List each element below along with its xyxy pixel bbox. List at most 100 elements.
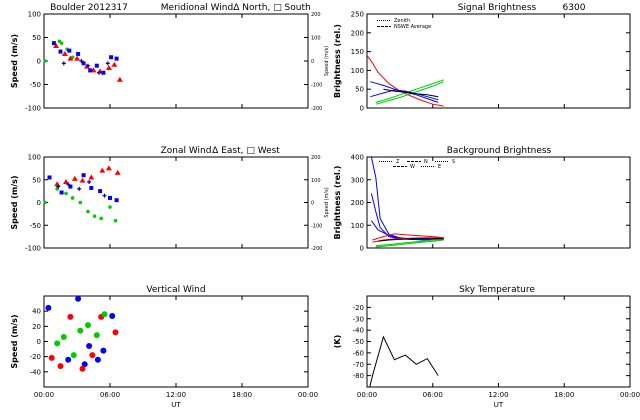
data-point-meridional-South: [81, 61, 86, 66]
y-tick-label-sky: -60: [353, 349, 364, 357]
y-tick-label-signal: 0: [360, 105, 364, 113]
data-point-zonal-Zenith: [86, 209, 90, 214]
plot-title-right-zonal: Δ East, □ West: [212, 146, 280, 156]
y-axis-label-right-zonal: Speed (m/s): [324, 187, 330, 217]
data-point-zonal-Zenith: [113, 218, 118, 223]
data-point-vertical-Green: [54, 340, 61, 347]
data-point-vertical-Blue: [109, 313, 116, 320]
data-point-meridional-North: [61, 50, 68, 56]
data-point-zonal-East: [105, 165, 112, 171]
x-tick-label-vertical: 12:00: [166, 391, 186, 399]
y-tick-label-sky: -30: [353, 315, 364, 323]
data-point-meridional-North: [67, 55, 74, 61]
plot-frame-background: [366, 156, 631, 249]
data-point-zonal-Zenith: [108, 205, 112, 209]
y-tick-label-sky: -50: [353, 338, 364, 346]
legend-label-background: N: [424, 159, 428, 165]
x-tick-label-sky: 12:00: [488, 391, 508, 399]
data-point-vertical-Green: [85, 322, 91, 329]
data-point-meridional-Other: [97, 70, 101, 75]
x-tick-label-vertical: 06:00: [100, 391, 120, 399]
y-tick-label-zonal: 100: [28, 154, 41, 162]
data-point-zonal-Other: [87, 180, 92, 185]
plot-frame-zonal: [43, 156, 309, 249]
series-line-signal-Black: [383, 88, 439, 98]
data-point-vertical-Green: [93, 332, 100, 339]
data-point-zonal-West: [98, 189, 103, 194]
data-point-meridional-South: [51, 41, 56, 46]
legend-label-signal: Zenith: [394, 18, 410, 24]
data-point-vertical-Red: [57, 363, 64, 370]
series-line-background-Green1: [375, 238, 444, 247]
y-tick-label-meridional: -100: [25, 105, 41, 113]
y-axis-label-signal: Brightness (rel.): [333, 24, 342, 98]
series-line-background-Blue2: [370, 193, 444, 241]
plot-title-background: Background Brightness: [447, 146, 552, 156]
y-tick-label-meridional: -50: [30, 81, 41, 89]
x-tick-label-sky: 00:00: [357, 391, 377, 399]
legend-label-background: S: [452, 159, 455, 165]
data-point-zonal-East: [63, 179, 69, 185]
data-point-zonal-Other: [66, 182, 71, 187]
y-axis-label-zonal: Speed (m/s): [10, 175, 19, 229]
data-point-vertical-Blue: [86, 343, 93, 350]
y-tick-label-signal: 150: [351, 48, 364, 56]
plot-frame-meridional: [43, 13, 309, 109]
x-axis-label-vertical: UT: [171, 401, 181, 409]
plot-title-zonal: Zonal Wind: [161, 146, 212, 156]
y-tick-label-sky: -80: [353, 372, 364, 380]
y-tick-label-zonal: 50: [32, 176, 41, 184]
y-tick-label-vertical: 0: [37, 338, 41, 346]
y-tick-label-zonal: -100: [25, 245, 41, 253]
plot-title-meridional: Meridional Wind: [161, 3, 233, 13]
y-tick-label-sky: -20: [353, 304, 364, 312]
y-axis-label-meridional: Speed (m/s): [10, 34, 19, 88]
y-tick-label-vertical: 40: [32, 308, 41, 316]
data-point-meridional-Other: [86, 63, 90, 68]
y-tick-label-right-meridional: 100: [311, 36, 321, 42]
y-tick-label-right-zonal: -100: [311, 223, 322, 229]
data-point-zonal-Zenith: [78, 200, 83, 205]
y-tick-label-meridional: 50: [32, 34, 41, 42]
data-point-vertical-Green: [77, 327, 84, 334]
data-point-vertical-Red: [48, 354, 55, 361]
legend-label-signal: NSWE Average: [394, 24, 431, 30]
plot-frame-sky: [366, 295, 631, 388]
y-tick-label-sky: -70: [353, 361, 364, 369]
y-tick-label-sky: -40: [353, 327, 364, 335]
data-point-meridional-Other: [79, 59, 84, 63]
series-line-background-Black: [377, 237, 444, 242]
y-axis-label-vertical: Speed (m/s): [10, 314, 19, 368]
data-point-zonal-West: [108, 195, 112, 200]
x-tick-label-vertical: 00:00: [34, 391, 54, 399]
y-tick-label-right-zonal: 200: [311, 155, 321, 161]
y-tick-label-signal: 100: [351, 67, 364, 75]
data-point-meridional-South: [109, 55, 114, 60]
y-tick-label-right-zonal: 100: [311, 178, 321, 184]
data-point-meridional-South: [114, 56, 119, 61]
y-tick-label-zonal: 0: [37, 199, 41, 207]
data-point-vertical-Blue: [81, 361, 88, 368]
legend-label-background: Z: [396, 159, 400, 165]
data-point-meridional-South: [58, 49, 63, 54]
plot-title-signal: Signal Brightness: [458, 3, 537, 13]
data-point-zonal-West: [114, 198, 119, 203]
data-point-meridional-South: [94, 63, 99, 68]
data-point-meridional-South: [101, 70, 106, 75]
data-point-meridional-Other: [61, 61, 66, 66]
data-point-zonal-Zenith: [92, 214, 97, 218]
data-point-zonal-East: [71, 175, 78, 181]
data-point-zonal-East: [99, 167, 106, 173]
data-point-zonal-West: [47, 175, 52, 180]
series-line-background-Red2: [372, 237, 444, 243]
data-point-zonal-East: [114, 169, 121, 175]
data-point-zonal-Zenith: [70, 196, 75, 200]
data-point-zonal-Zenith: [99, 216, 103, 221]
legend-label-background: E: [438, 164, 441, 170]
y-axis-label-right-meridional: Speed (m/s): [324, 46, 330, 76]
y-axis-label-sky: (K): [333, 335, 342, 349]
y-tick-label-vertical: -20: [30, 353, 41, 361]
series-line-signal-Green1: [375, 79, 444, 103]
plot-title-right-meridional: Δ North, □ South: [233, 3, 310, 13]
y-axis-label-background: Brightness (rel.): [333, 166, 342, 240]
